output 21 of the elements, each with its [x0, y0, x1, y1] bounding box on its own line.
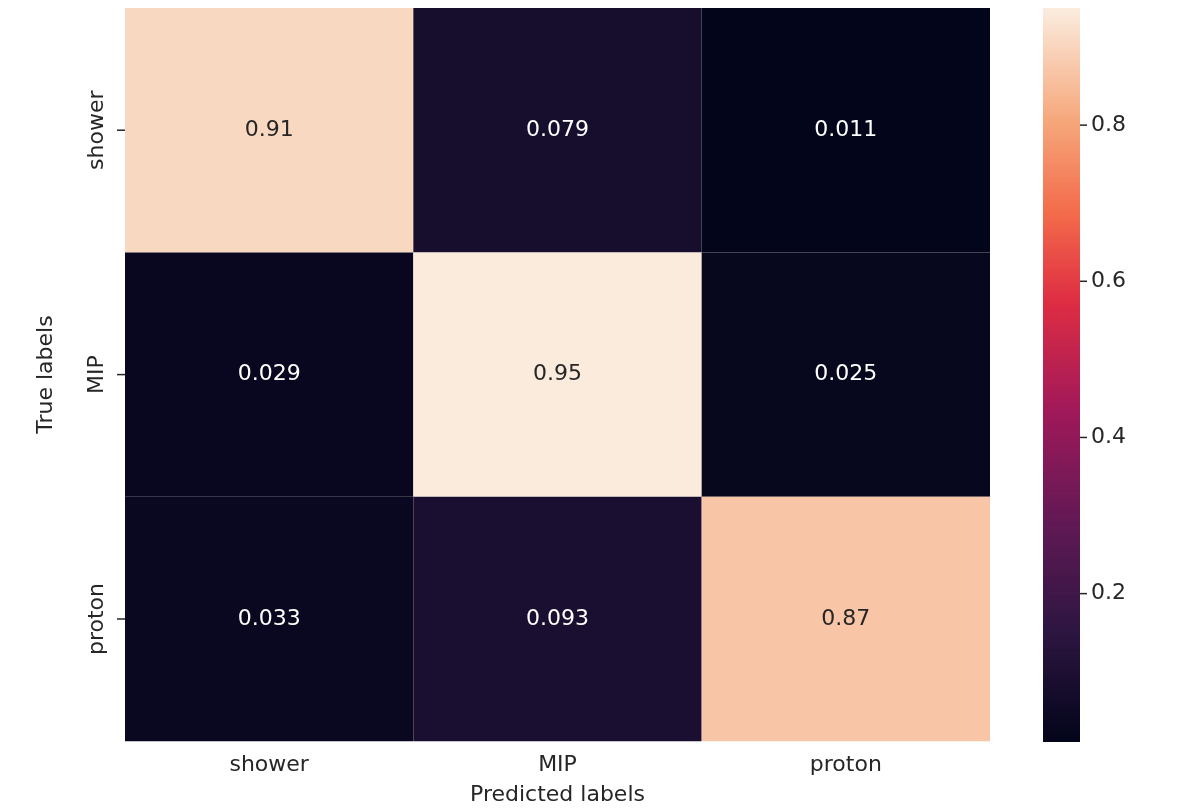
x-axis-title: Predicted labels: [470, 780, 645, 806]
y-tick-label: shower: [83, 89, 108, 170]
color-bar-label: 0.6: [1091, 267, 1126, 293]
color-bar-label: 0.8: [1091, 110, 1126, 136]
data-label: 0.91: [244, 115, 294, 141]
y-tick-label: MIP: [83, 355, 108, 394]
data-label: 0.079: [526, 115, 589, 141]
color-bar-label: 0.2: [1091, 579, 1126, 605]
y-tick-label: proton: [83, 582, 108, 656]
x-tick-label: proton: [809, 751, 882, 777]
y-axis-title: True labels: [31, 315, 57, 435]
data-label: 0.093: [526, 604, 589, 630]
data-label: 0.033: [237, 604, 301, 630]
color-bar-label: 0.4: [1091, 423, 1126, 449]
data-label: 0.95: [533, 360, 582, 386]
x-tick-label: MIP: [538, 751, 577, 777]
data-label: 0.87: [821, 604, 871, 630]
data-label: 0.025: [814, 360, 878, 386]
data-label: 0.029: [237, 360, 301, 386]
x-tick-label: shower: [229, 751, 310, 777]
data-label: 0.011: [814, 115, 878, 141]
